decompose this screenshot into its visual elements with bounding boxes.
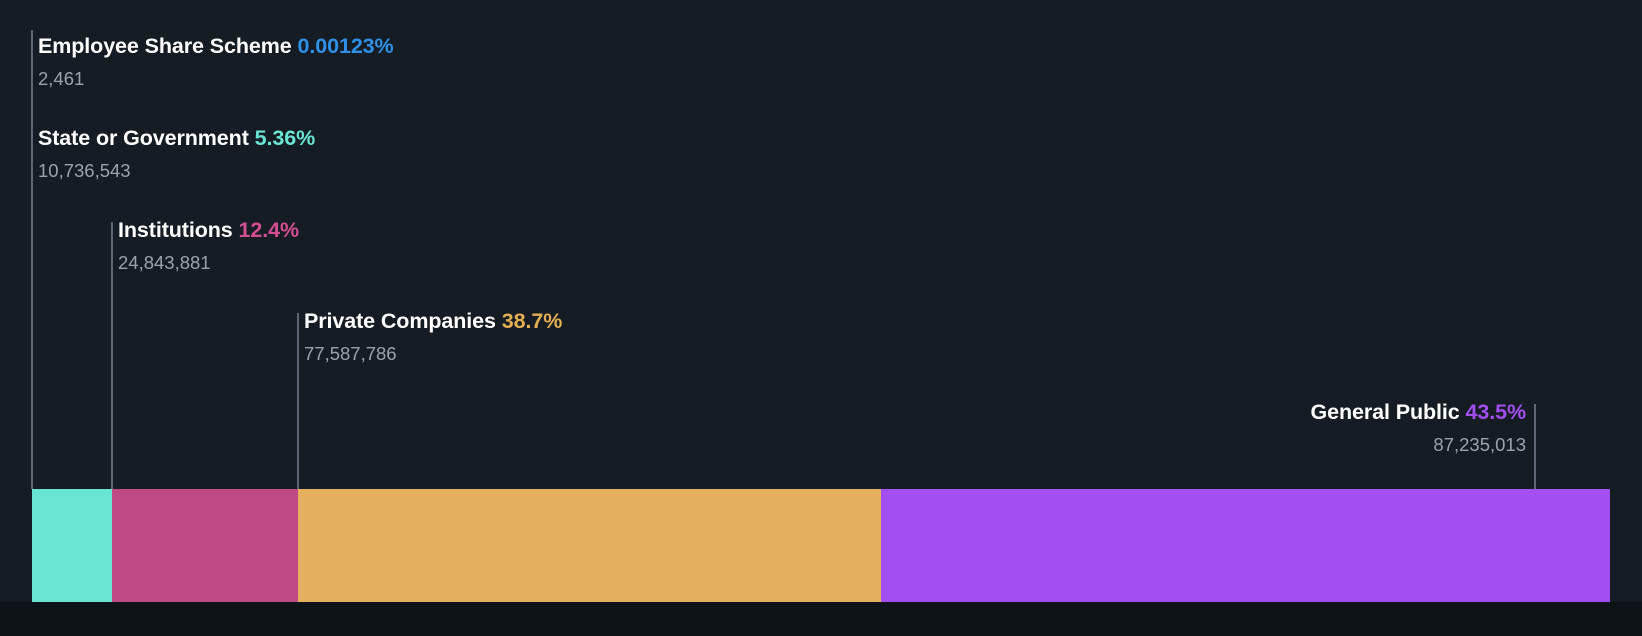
stacked-ownership-bar (32, 489, 1610, 602)
label-percent-state-or-government: 5.36% (254, 126, 316, 150)
label-percent-general-public: 43.5% (1465, 400, 1527, 424)
label-shares-state-or-government: 10,736,543 (38, 160, 131, 181)
bar-segment-general-public[interactable] (881, 489, 1610, 602)
leader-line-private-companies (297, 313, 299, 489)
label-shares-private-companies: 77,587,786 (304, 343, 397, 364)
label-shares-institutions: 24,843,881 (118, 252, 211, 273)
label-group-employee-share-scheme[interactable]: Employee Share Scheme 0.00123% 2,461 (38, 33, 394, 91)
bar-segment-state-or-government[interactable] (32, 489, 112, 602)
chart-left-gutter (0, 0, 32, 602)
label-percent-private-companies: 38.7% (501, 309, 563, 333)
bar-segment-institutions[interactable] (112, 489, 298, 602)
label-shares-employee-share-scheme: 2,461 (38, 68, 85, 89)
leader-line-institutions (111, 222, 113, 489)
label-name-private-companies: Private Companies (304, 309, 496, 333)
label-group-private-companies[interactable]: Private Companies 38.7% 77,587,786 (304, 308, 562, 366)
label-name-employee-share-scheme: Employee Share Scheme (38, 34, 292, 58)
label-group-general-public[interactable]: General Public 43.5% 87,235,013 (1311, 399, 1527, 457)
leader-line-general-public (1534, 404, 1536, 489)
label-title-state-or-government: State or Government 5.36% (38, 125, 315, 151)
label-name-institutions: Institutions (118, 218, 233, 242)
label-title-general-public: General Public 43.5% (1311, 399, 1527, 425)
label-name-state-or-government: State or Government (38, 126, 249, 150)
label-group-institutions[interactable]: Institutions 12.4% 24,843,881 (118, 217, 299, 275)
bar-segment-private-companies[interactable] (298, 489, 881, 602)
leader-line-state-or-government (31, 30, 33, 489)
label-percent-employee-share-scheme: 0.00123% (297, 34, 394, 58)
chart-bottom-strip (0, 602, 1642, 636)
label-title-institutions: Institutions 12.4% (118, 217, 299, 243)
label-shares-general-public: 87,235,013 (1433, 434, 1526, 455)
label-percent-institutions: 12.4% (238, 218, 300, 242)
label-name-general-public: General Public (1310, 400, 1460, 424)
label-title-employee-share-scheme: Employee Share Scheme 0.00123% (38, 33, 394, 59)
label-group-state-or-government[interactable]: State or Government 5.36% 10,736,543 (38, 125, 315, 183)
label-title-private-companies: Private Companies 38.7% (304, 308, 562, 334)
